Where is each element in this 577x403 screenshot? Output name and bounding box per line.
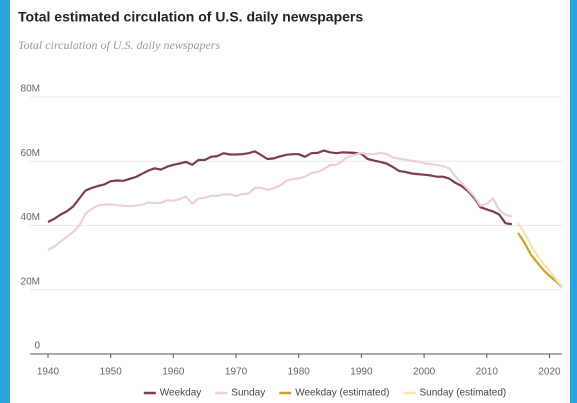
y-tick-label: 80M [21,84,40,95]
series-line [47,149,513,226]
y-tick-label: 60M [21,148,40,159]
panel [10,0,570,403]
x-tick-label: 1990 [350,367,373,378]
chart-title: Total estimated circulation of U.S. dail… [18,9,363,25]
legend-label: Weekday (estimated) [295,388,389,399]
x-tick-label: 1940 [37,367,60,378]
x-tick-label: 1950 [100,367,123,378]
y-tick-label: 40M [21,212,40,223]
y-tick-label: 0 [34,341,40,352]
series-line [47,151,513,251]
series-line [517,232,563,288]
x-tick-label: 2010 [476,367,499,378]
x-tick-label: 1980 [288,367,311,378]
x-tick-label: 2000 [413,367,436,378]
x-tick-label: 2020 [538,367,561,378]
y-tick-label: 20M [21,276,40,287]
chart-subtitle: Total circulation of U.S. daily newspape… [18,38,220,52]
series-line [517,222,563,288]
legend-label: Sunday [231,388,265,399]
x-tick-label: 1970 [225,367,248,378]
legend-label: Weekday [160,388,202,399]
x-tick-label: 1960 [162,367,185,378]
legend-label: Sunday (estimated) [420,388,507,399]
